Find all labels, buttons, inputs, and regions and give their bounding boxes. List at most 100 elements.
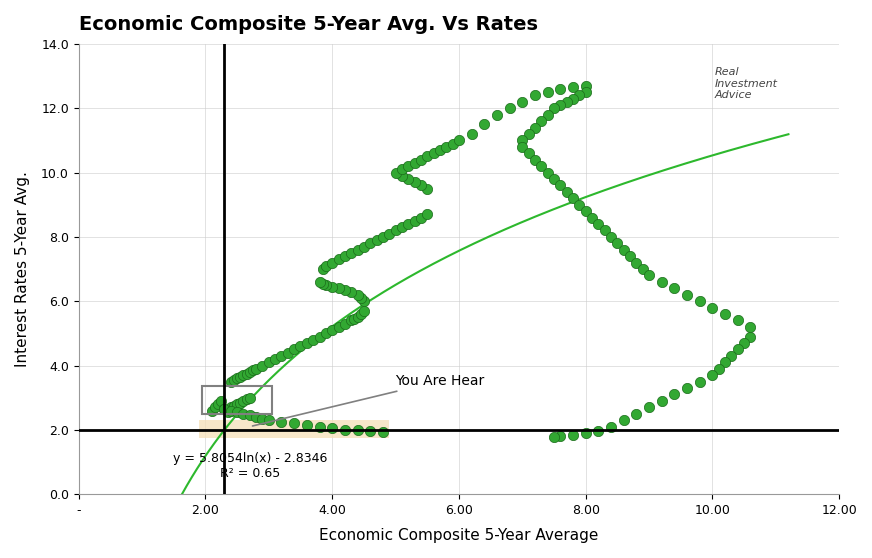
Point	[579, 206, 593, 215]
Point	[331, 255, 345, 264]
Point	[572, 200, 586, 209]
Point	[560, 97, 574, 106]
Point	[357, 297, 371, 306]
Point	[680, 290, 694, 299]
Point	[744, 332, 758, 341]
Point	[591, 427, 605, 436]
Point	[667, 390, 681, 399]
Point	[337, 286, 351, 295]
Point	[744, 323, 758, 331]
Point	[262, 358, 276, 367]
Point	[407, 178, 421, 187]
FancyBboxPatch shape	[199, 420, 389, 438]
Text: Economic Composite 5-Year Avg. Vs Rates: Economic Composite 5-Year Avg. Vs Rates	[78, 15, 538, 34]
Point	[287, 345, 301, 354]
Point	[382, 229, 396, 238]
Point	[528, 123, 542, 132]
Point	[692, 377, 706, 386]
Point	[325, 424, 339, 432]
Point	[221, 408, 235, 417]
Point	[554, 181, 568, 190]
Point	[354, 310, 368, 319]
Point	[680, 383, 694, 392]
Point	[535, 162, 548, 171]
Point	[331, 284, 345, 293]
Point	[554, 84, 568, 93]
Point	[215, 396, 228, 405]
Point	[249, 412, 263, 421]
Point	[591, 219, 605, 228]
Point	[325, 258, 339, 267]
Point	[224, 406, 238, 415]
Point	[579, 81, 593, 90]
Point	[465, 129, 479, 138]
Point	[312, 422, 326, 431]
Point	[604, 232, 618, 241]
Point	[737, 339, 751, 348]
Point	[347, 314, 361, 323]
Point	[255, 361, 269, 370]
Point	[401, 162, 415, 171]
Point	[351, 313, 364, 322]
Point	[420, 152, 434, 161]
Point	[642, 403, 656, 412]
Point	[515, 142, 529, 151]
Point	[236, 396, 250, 405]
Point	[269, 355, 283, 364]
Point	[528, 91, 542, 100]
Point	[623, 252, 637, 261]
Point	[426, 149, 440, 158]
Point	[351, 426, 364, 435]
Point	[227, 401, 241, 410]
Point	[642, 271, 656, 280]
Point	[234, 372, 248, 381]
Point	[312, 332, 326, 341]
Point	[617, 246, 630, 254]
Point	[230, 374, 244, 383]
Point	[316, 264, 330, 273]
Point	[566, 194, 580, 203]
Point	[515, 136, 529, 145]
Point	[655, 396, 669, 405]
Point	[344, 316, 358, 325]
Point	[211, 400, 225, 408]
Point	[401, 175, 415, 184]
Point	[294, 341, 308, 350]
Point	[376, 427, 390, 436]
Point	[452, 136, 466, 145]
Point	[407, 217, 421, 225]
Point	[240, 395, 254, 404]
Point	[547, 175, 561, 184]
Point	[439, 142, 453, 151]
Point	[281, 348, 295, 357]
Point	[395, 223, 409, 232]
Point	[344, 287, 358, 296]
Point	[414, 181, 428, 190]
Point	[515, 97, 529, 106]
Point	[705, 371, 719, 379]
Point	[566, 430, 580, 439]
Point	[547, 432, 561, 441]
Point	[597, 226, 611, 235]
Point	[521, 129, 535, 138]
Point	[655, 277, 669, 286]
Point	[300, 421, 314, 430]
Point	[275, 417, 289, 426]
Y-axis label: Interest Rates 5-Year Avg.: Interest Rates 5-Year Avg.	[15, 171, 30, 367]
Point	[630, 258, 644, 267]
Point	[731, 345, 745, 354]
Point	[617, 416, 630, 425]
Point	[389, 168, 403, 177]
Point	[407, 158, 421, 167]
Point	[287, 419, 301, 428]
Point	[319, 261, 333, 270]
Point	[300, 339, 314, 348]
Point	[446, 139, 460, 148]
Point	[376, 232, 390, 241]
Text: y = 5.8054ln(x) - 2.8346: y = 5.8054ln(x) - 2.8346	[173, 453, 327, 465]
Point	[395, 171, 409, 180]
Point	[351, 290, 364, 299]
Point	[364, 239, 378, 248]
Point	[249, 364, 263, 373]
Point	[604, 422, 618, 431]
